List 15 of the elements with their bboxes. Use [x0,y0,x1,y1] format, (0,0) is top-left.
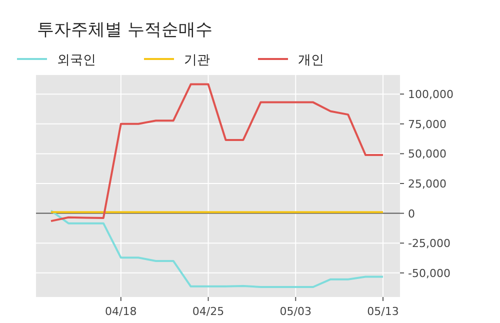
y-tick-label: -25,000 [408,237,450,250]
y-tick-label: 25,000 [408,177,446,190]
y-tick-label: -50,000 [408,266,450,280]
legend-label: 외국인 [57,53,96,68]
title: 투자주체별 누적순매수 [37,20,212,40]
x-tick-label: 05/13 [367,305,399,318]
y-tick-label: 50,000 [408,148,446,161]
legend-label: 기관 [184,53,210,68]
x-tick-label: 04/18 [105,305,137,318]
y-tick-label: 0 [408,207,415,220]
legend-label: 개인 [298,53,324,68]
x-tick-label: 04/25 [192,305,224,318]
y-tick-label: 100,000 [408,88,454,102]
x-tick-label: 05/03 [280,305,312,318]
y-tick-label: 75,000 [408,118,446,131]
